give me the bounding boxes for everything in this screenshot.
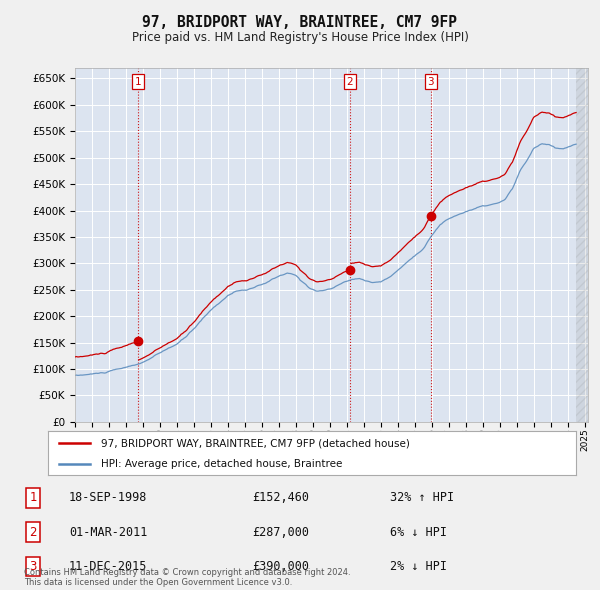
Text: 3: 3 [29,560,37,573]
Text: Price paid vs. HM Land Registry's House Price Index (HPI): Price paid vs. HM Land Registry's House … [131,31,469,44]
Text: 97, BRIDPORT WAY, BRAINTREE, CM7 9FP (detached house): 97, BRIDPORT WAY, BRAINTREE, CM7 9FP (de… [101,438,410,448]
Text: 6% ↓ HPI: 6% ↓ HPI [390,526,447,539]
Text: 32% ↑ HPI: 32% ↑ HPI [390,491,454,504]
Text: 01-MAR-2011: 01-MAR-2011 [69,526,148,539]
Text: HPI: Average price, detached house, Braintree: HPI: Average price, detached house, Brai… [101,459,342,469]
Text: 97, BRIDPORT WAY, BRAINTREE, CM7 9FP: 97, BRIDPORT WAY, BRAINTREE, CM7 9FP [143,15,458,30]
Bar [576,68,588,422]
Text: 3: 3 [428,77,434,87]
Text: 1: 1 [135,77,142,87]
Text: £152,460: £152,460 [252,491,309,504]
Text: 2: 2 [346,77,353,87]
Text: 18-SEP-1998: 18-SEP-1998 [69,491,148,504]
Text: 1: 1 [29,491,37,504]
Text: £287,000: £287,000 [252,526,309,539]
Text: £390,000: £390,000 [252,560,309,573]
Text: 2: 2 [29,526,37,539]
Text: Contains HM Land Registry data © Crown copyright and database right 2024.
This d: Contains HM Land Registry data © Crown c… [24,568,350,587]
Text: 11-DEC-2015: 11-DEC-2015 [69,560,148,573]
Text: 2% ↓ HPI: 2% ↓ HPI [390,560,447,573]
